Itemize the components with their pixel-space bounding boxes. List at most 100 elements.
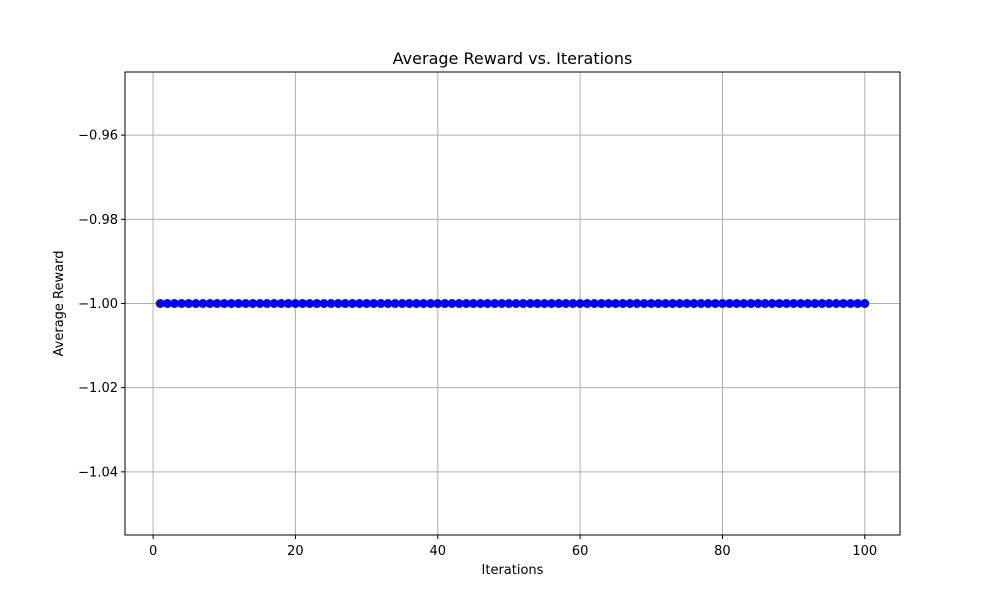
data-point — [226, 299, 236, 308]
data-point — [248, 299, 258, 308]
data-point — [340, 299, 350, 308]
data-point — [824, 299, 834, 308]
data-point — [376, 299, 386, 308]
data-point — [703, 299, 713, 308]
data-point — [212, 299, 222, 308]
data-point — [725, 299, 735, 308]
data-point — [184, 299, 194, 308]
data-point — [276, 299, 286, 308]
y-tick-label: −1.02 — [78, 381, 118, 396]
data-point — [205, 299, 215, 308]
data-point — [347, 299, 357, 308]
data-point — [639, 299, 649, 308]
x-tick-label: 60 — [572, 544, 589, 559]
data-point — [618, 299, 628, 308]
data-point — [554, 299, 564, 308]
data-point — [696, 299, 706, 308]
y-axis-label: Average Reward — [52, 251, 67, 357]
data-point — [162, 299, 172, 308]
y-tick-label: −0.98 — [78, 213, 118, 228]
data-point — [326, 299, 336, 308]
data-point — [468, 299, 478, 308]
data-point — [846, 299, 856, 308]
data-point — [333, 299, 343, 308]
data-point — [191, 299, 201, 308]
data-point — [312, 299, 322, 308]
data-point — [710, 299, 720, 308]
data-point — [625, 299, 635, 308]
data-point — [525, 299, 535, 308]
x-tick-label: 100 — [852, 544, 877, 559]
data-point — [589, 299, 599, 308]
data-point — [483, 299, 493, 308]
data-point — [319, 299, 329, 308]
data-point — [447, 299, 457, 308]
data-point — [269, 299, 279, 308]
data-point — [803, 299, 813, 308]
data-point — [497, 299, 507, 308]
x-axis-label: Iterations — [482, 563, 544, 578]
data-point — [540, 299, 550, 308]
data-point — [440, 299, 450, 308]
data-point — [198, 299, 208, 308]
y-tick-label: −1.04 — [78, 465, 118, 480]
data-point — [661, 299, 671, 308]
data-point — [169, 299, 179, 308]
data-point — [255, 299, 265, 308]
y-axis-ticks: −1.04 −1.02 −1.00 −0.98 −0.96 — [78, 129, 125, 480]
data-point — [853, 299, 863, 308]
data-point — [155, 299, 165, 308]
x-tick-label: 80 — [714, 544, 731, 559]
y-tick-label: −0.96 — [78, 129, 118, 144]
data-point — [290, 299, 300, 308]
data-point — [611, 299, 621, 308]
data-point — [604, 299, 614, 308]
data-point — [234, 299, 244, 308]
data-point — [283, 299, 293, 308]
data-point — [262, 299, 272, 308]
data-point — [838, 299, 848, 308]
data-point — [561, 299, 571, 308]
data-point — [781, 299, 791, 308]
series-layer — [155, 299, 870, 308]
data-point — [767, 299, 777, 308]
data-point — [547, 299, 557, 308]
data-point — [739, 299, 749, 308]
data-point — [746, 299, 756, 308]
y-tick-label: −1.00 — [78, 297, 118, 312]
data-point — [419, 299, 429, 308]
data-point — [646, 299, 656, 308]
data-point — [490, 299, 500, 308]
data-point — [675, 299, 685, 308]
data-point — [475, 299, 485, 308]
data-point — [817, 299, 827, 308]
data-point — [582, 299, 592, 308]
data-point — [575, 299, 585, 308]
data-point — [383, 299, 393, 308]
data-point — [789, 299, 799, 308]
x-axis-ticks: 0 20 40 60 80 100 — [149, 535, 877, 559]
data-point — [532, 299, 542, 308]
data-point — [305, 299, 315, 308]
data-point — [796, 299, 806, 308]
data-point — [632, 299, 642, 308]
data-point — [682, 299, 692, 308]
data-point — [732, 299, 742, 308]
x-tick-label: 0 — [149, 544, 157, 559]
data-point — [668, 299, 678, 308]
data-point — [397, 299, 407, 308]
data-point — [411, 299, 421, 308]
data-point — [219, 299, 229, 308]
x-tick-label: 40 — [430, 544, 447, 559]
data-point — [504, 299, 514, 308]
data-point — [354, 299, 364, 308]
data-point — [454, 299, 464, 308]
data-point — [369, 299, 379, 308]
data-point — [774, 299, 784, 308]
data-point — [390, 299, 400, 308]
data-point — [404, 299, 414, 308]
data-point — [177, 299, 187, 308]
data-point — [568, 299, 578, 308]
data-point — [433, 299, 443, 308]
data-point — [241, 299, 251, 308]
